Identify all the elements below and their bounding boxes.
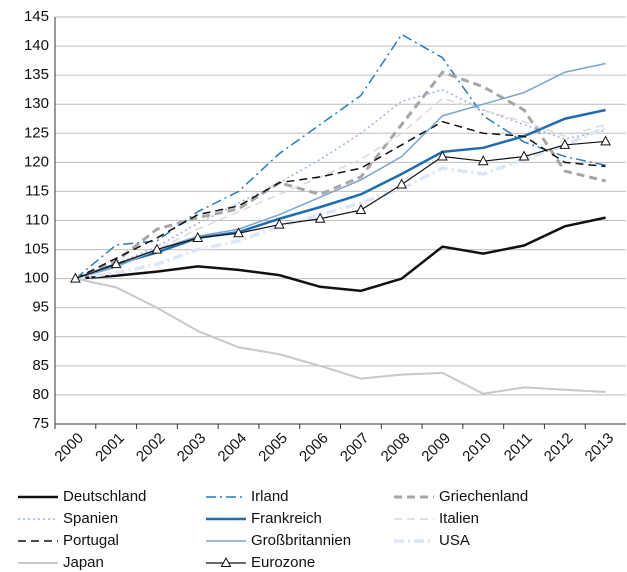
marker — [355, 203, 367, 215]
y-tick-label: 85 — [32, 357, 49, 374]
y-tick-label: 145 — [24, 8, 49, 25]
x-tick-label: 2009 — [418, 430, 454, 466]
x-tick-label: 2006 — [296, 430, 332, 466]
x-tick-label: 2004 — [215, 430, 251, 466]
series-line — [75, 140, 606, 280]
y-tick-label: 80 — [32, 386, 49, 403]
x-tick-label: 2008 — [378, 430, 414, 466]
series-line — [74, 33, 606, 280]
y-tick-label: 130 — [24, 95, 49, 112]
marker — [151, 243, 163, 254]
y-tick-label: 90 — [32, 328, 49, 345]
marker — [559, 138, 571, 149]
legend-marker — [220, 556, 232, 567]
series-line — [75, 120, 606, 280]
marker — [314, 212, 326, 223]
marker — [396, 178, 408, 189]
legend-label: Japan — [63, 554, 104, 571]
series-line — [75, 277, 606, 395]
series-line — [75, 97, 606, 280]
marker — [70, 272, 81, 283]
legend-label: Frankreich — [251, 510, 322, 527]
series-line — [75, 216, 606, 293]
series-line — [75, 62, 606, 280]
x-tick-label: 2001 — [92, 430, 128, 466]
x-tick-label: 2002 — [133, 430, 169, 466]
x-tick-label: 2012 — [541, 430, 577, 466]
x-tick-label: 2013 — [582, 430, 618, 466]
marker — [233, 227, 244, 238]
y-tick-label: 75 — [32, 415, 49, 432]
marker — [477, 155, 489, 166]
legend-label: Portugal — [63, 532, 119, 549]
x-tick-label: 2000 — [51, 430, 87, 466]
marker — [518, 150, 530, 161]
marker — [273, 218, 285, 229]
y-tick-label: 140 — [24, 37, 49, 54]
legend-label: USA — [439, 532, 470, 549]
legend-label: Irland — [251, 488, 289, 505]
legend-label: Eurozone — [251, 554, 315, 571]
y-tick-label: 105 — [24, 241, 49, 258]
marker — [600, 135, 611, 146]
series-line — [75, 125, 607, 281]
y-tick-label: 110 — [25, 211, 49, 228]
series-line — [74, 108, 606, 280]
y-tick-label: 100 — [24, 270, 49, 287]
legend-label: Italien — [439, 510, 479, 527]
legend-label: Großbritannien — [251, 532, 351, 549]
y-tick-label: 95 — [32, 299, 49, 316]
x-tick-label: 2010 — [459, 430, 495, 466]
x-tick-label: 2011 — [501, 430, 536, 465]
x-tick-label: 2005 — [255, 430, 291, 466]
x-tick-label: 2003 — [174, 430, 210, 466]
y-tick-label: 135 — [24, 66, 49, 83]
y-tick-label: 115 — [25, 182, 49, 199]
x-tick-label: 2007 — [337, 430, 373, 466]
series-line — [75, 88, 606, 280]
marker — [192, 231, 204, 242]
y-tick-label: 125 — [24, 124, 49, 141]
y-tick-label: 120 — [24, 153, 49, 170]
series-line — [74, 70, 606, 281]
marker — [110, 258, 122, 269]
marker — [437, 150, 448, 161]
legend-label: Deutschland — [63, 488, 146, 505]
legend-label: Spanien — [63, 510, 118, 527]
legend-label: Griechenland — [439, 488, 528, 505]
